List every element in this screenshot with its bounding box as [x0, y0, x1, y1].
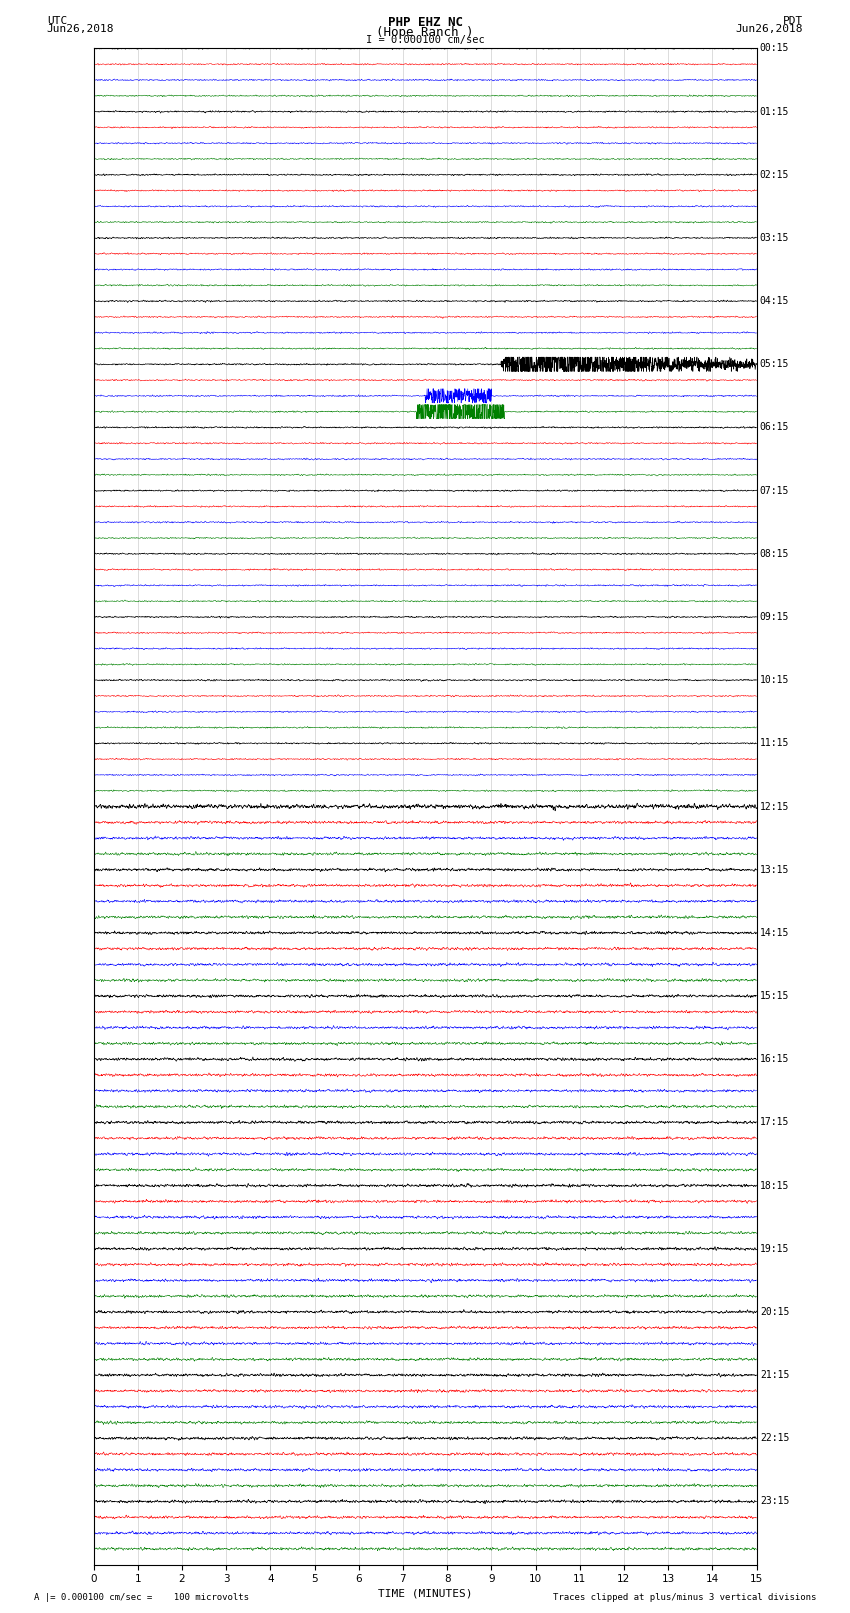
Text: 22:15: 22:15 — [760, 1434, 789, 1444]
Text: 05:15: 05:15 — [760, 360, 789, 369]
Text: I = 0.000100 cm/sec: I = 0.000100 cm/sec — [366, 35, 484, 45]
Text: 19:15: 19:15 — [760, 1244, 789, 1253]
Text: 07:15: 07:15 — [760, 486, 789, 495]
Text: Jun26,2018: Jun26,2018 — [736, 24, 803, 34]
Text: Traces clipped at plus/minus 3 vertical divisions: Traces clipped at plus/minus 3 vertical … — [552, 1592, 816, 1602]
X-axis label: TIME (MINUTES): TIME (MINUTES) — [377, 1589, 473, 1598]
Text: 11:15: 11:15 — [760, 739, 789, 748]
Text: 21:15: 21:15 — [760, 1369, 789, 1381]
Text: 03:15: 03:15 — [760, 232, 789, 244]
Text: 20:15: 20:15 — [760, 1307, 789, 1316]
Text: 00:15: 00:15 — [760, 44, 789, 53]
Text: 12:15: 12:15 — [760, 802, 789, 811]
Text: 04:15: 04:15 — [760, 297, 789, 306]
Text: 09:15: 09:15 — [760, 611, 789, 623]
Text: 01:15: 01:15 — [760, 106, 789, 116]
Text: 23:15: 23:15 — [760, 1497, 789, 1507]
Text: PHP EHZ NC: PHP EHZ NC — [388, 16, 462, 29]
Text: 17:15: 17:15 — [760, 1118, 789, 1127]
Text: 02:15: 02:15 — [760, 169, 789, 179]
Text: 10:15: 10:15 — [760, 676, 789, 686]
Text: UTC: UTC — [47, 16, 67, 26]
Text: Jun26,2018: Jun26,2018 — [47, 24, 114, 34]
Text: 13:15: 13:15 — [760, 865, 789, 874]
Text: PDT: PDT — [783, 16, 803, 26]
Text: 14:15: 14:15 — [760, 927, 789, 937]
Text: A |= 0.000100 cm/sec =    100 microvolts: A |= 0.000100 cm/sec = 100 microvolts — [34, 1592, 249, 1602]
Text: (Hope Ranch ): (Hope Ranch ) — [377, 26, 473, 39]
Text: 06:15: 06:15 — [760, 423, 789, 432]
Text: 15:15: 15:15 — [760, 990, 789, 1002]
Text: 18:15: 18:15 — [760, 1181, 789, 1190]
Text: 16:15: 16:15 — [760, 1055, 789, 1065]
Text: 08:15: 08:15 — [760, 548, 789, 558]
